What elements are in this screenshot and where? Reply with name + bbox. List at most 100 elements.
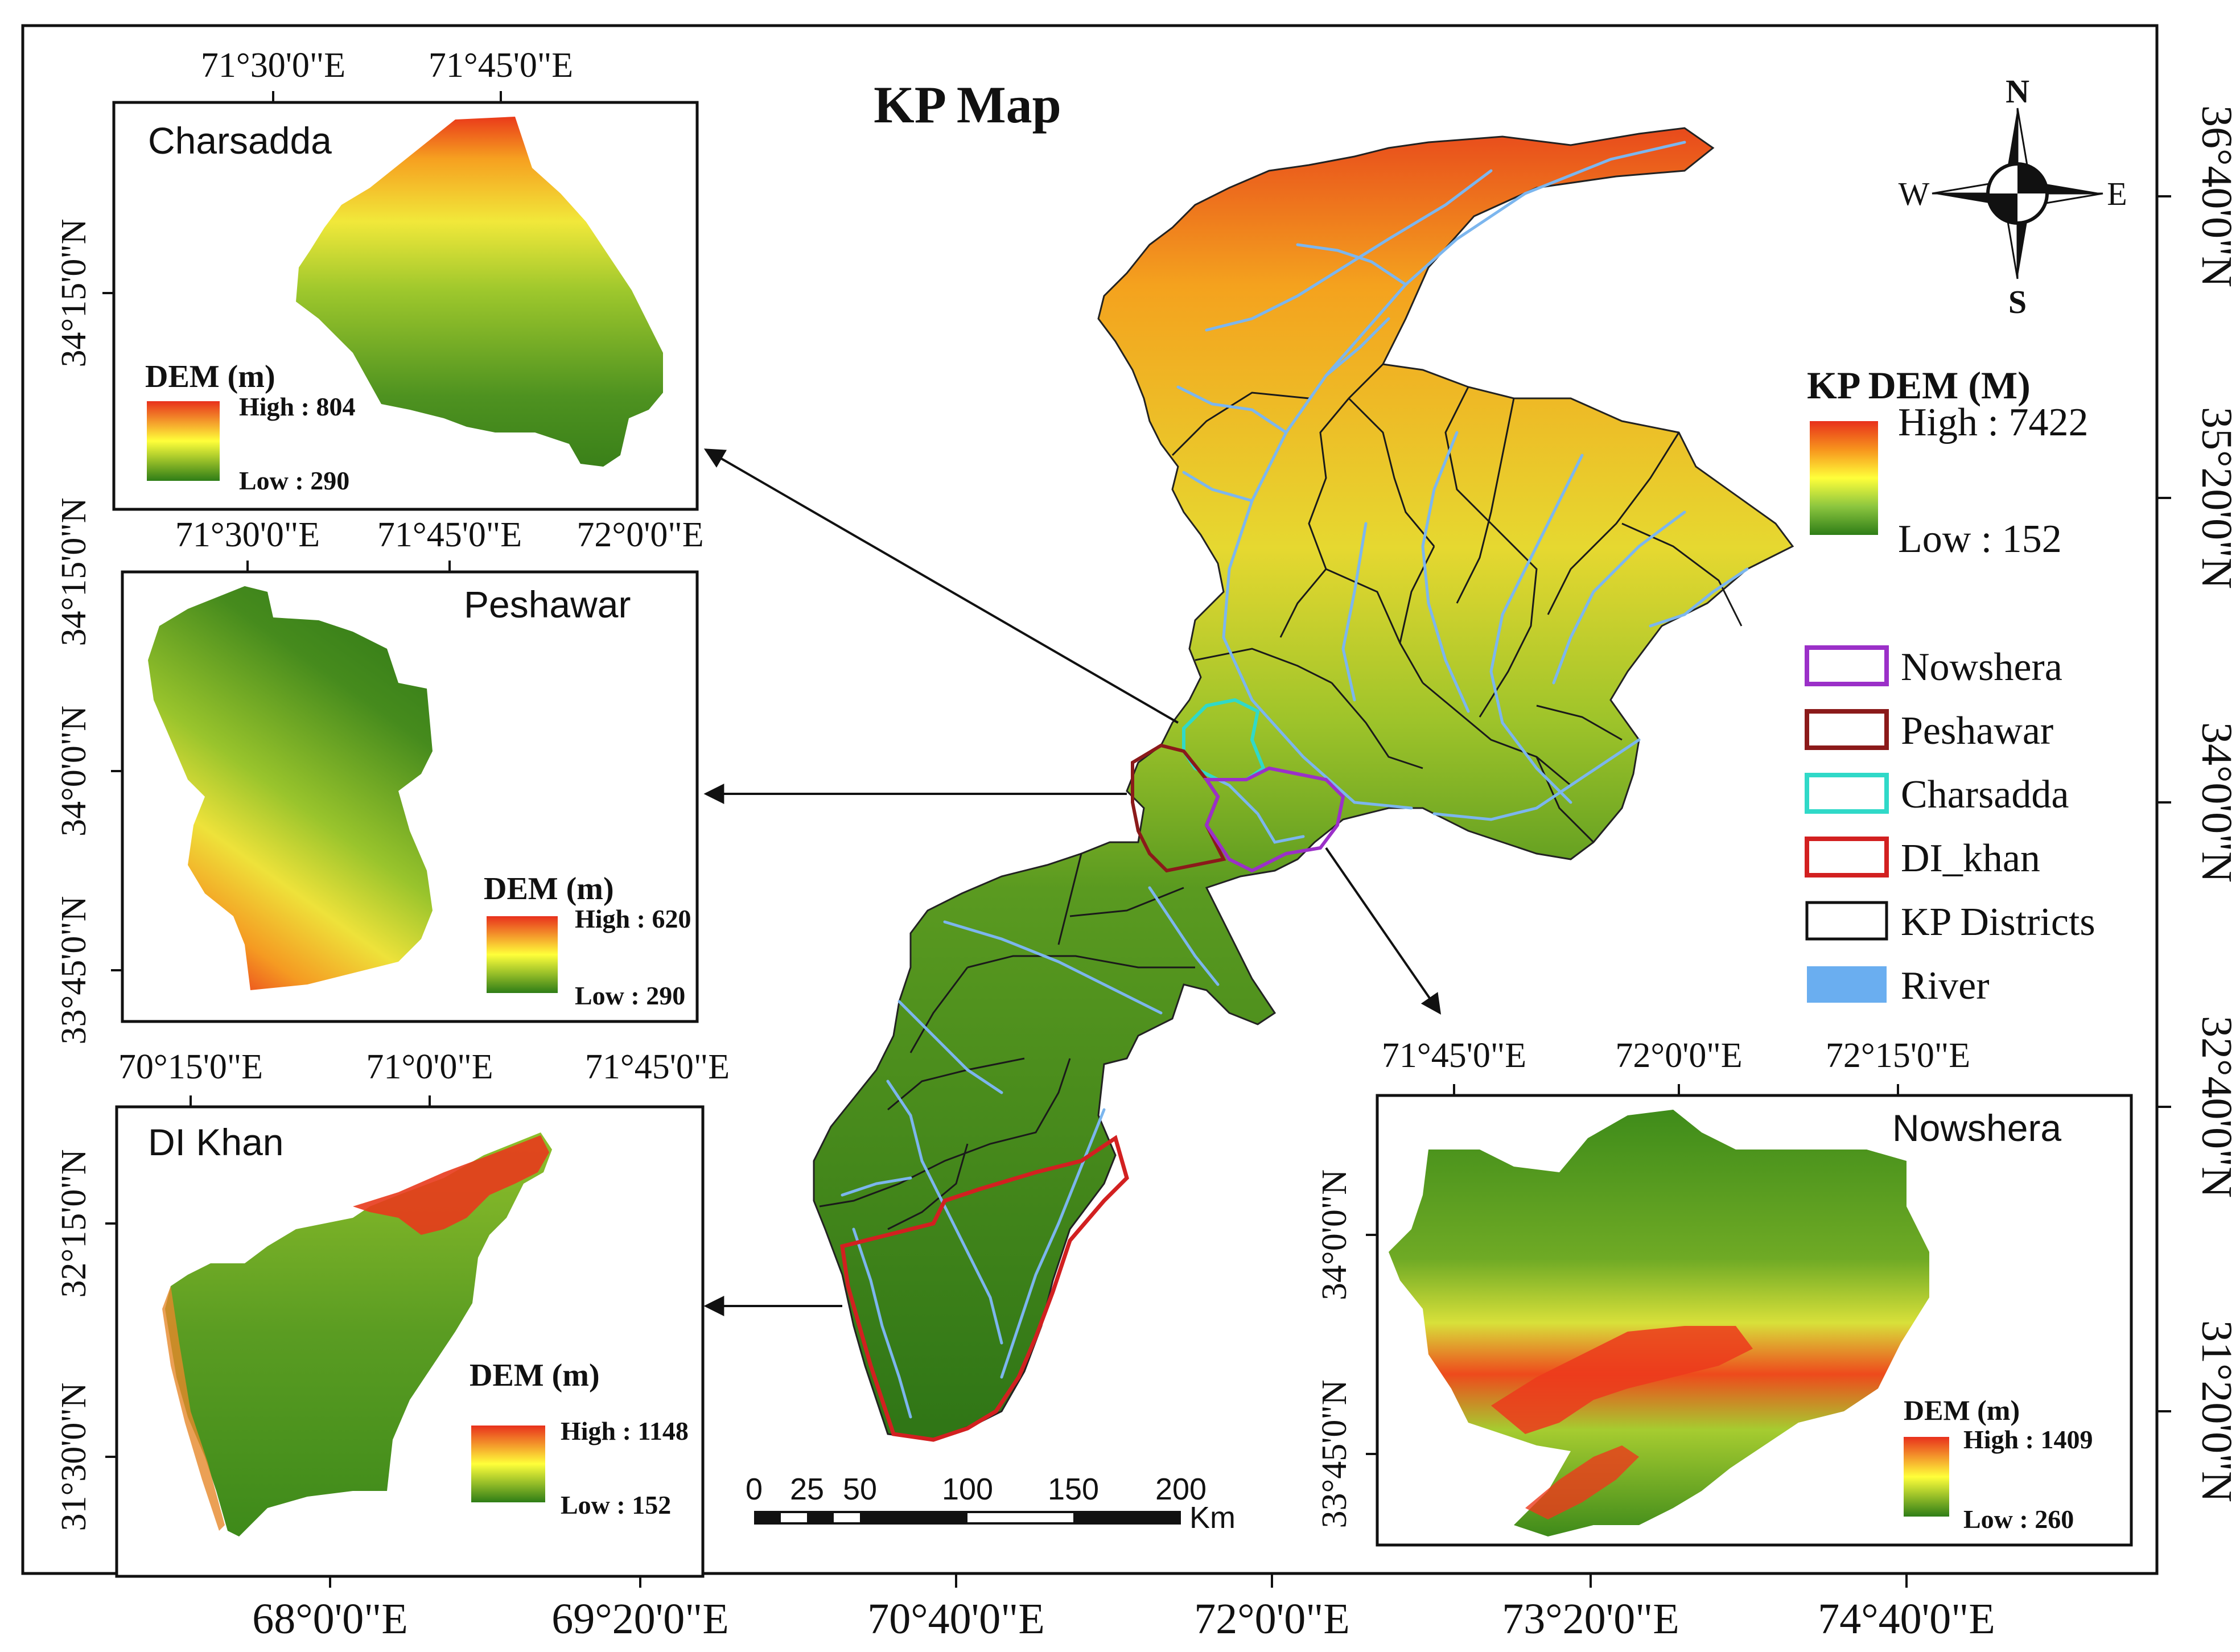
feature-legend: Nowshera Peshawar Charsadda DI_khan KP D…	[1805, 645, 2095, 1008]
legend-swatch-nowshera	[1805, 645, 1889, 686]
inset-left-tick: 31°30'0"N	[55, 1382, 93, 1531]
inset-left-tick: 33°45'0"N	[55, 896, 93, 1044]
inset-low-label: Low : 290	[239, 466, 349, 495]
peshawar-dem-shape	[148, 586, 433, 990]
district-boundaries	[819, 363, 1743, 1230]
scale-unit: Km	[1189, 1501, 1236, 1535]
inset-name: DI Khan	[148, 1121, 283, 1163]
inset-colorbar	[1904, 1437, 1949, 1517]
legend-label-charsadda: Charsadda	[1901, 773, 2069, 817]
charsadda-dem-shape	[296, 117, 663, 467]
inset-left-tick: 32°15'0"N	[55, 1149, 93, 1297]
legend-swatch-charsadda	[1805, 773, 1889, 814]
west-label: W	[1899, 175, 1930, 212]
dikhan-high-ridge	[353, 1135, 549, 1235]
nowshera-outline	[1203, 766, 1345, 873]
legend-label-dikhan: DI_khan	[1901, 837, 2040, 880]
inset-high-label: High : 1148	[561, 1416, 689, 1445]
dem-legend-title: KP DEM (M)	[1807, 364, 2031, 407]
inset-dem-title: DEM (m)	[145, 359, 275, 394]
bottom-tick-label: 69°20'0"E	[551, 1595, 729, 1643]
peshawar-outline	[1131, 743, 1226, 873]
dikhan-edge-strip	[162, 1286, 225, 1531]
legend-label-river: River	[1901, 964, 1990, 1008]
scale-label: 100	[942, 1472, 993, 1506]
right-tick-label: 31°20'0"N	[2193, 1320, 2240, 1502]
inset-left-tick: 34°0'0"N	[55, 706, 93, 837]
arrow-to-nowshera	[1325, 847, 1442, 1015]
dem-low-label: Low : 152	[1898, 517, 2062, 561]
inset-low-label: Low : 152	[561, 1490, 671, 1519]
bottom-tick-label: 73°20'0"E	[1502, 1595, 1679, 1643]
bottom-tick-label: 68°0'0"E	[252, 1595, 408, 1643]
scale-label: 25	[790, 1472, 824, 1506]
scale-label: 50	[843, 1472, 877, 1506]
inset-high-label: High : 1409	[1963, 1425, 2093, 1454]
dem-high-label: High : 7422	[1898, 401, 2088, 444]
legend-label-nowshera: Nowshera	[1901, 645, 2062, 689]
inset-colorbar	[471, 1426, 545, 1502]
legend-swatch-districts	[1805, 901, 1888, 941]
scale-label: 150	[1048, 1472, 1099, 1506]
inset-top-tick: 72°15'0"E	[1826, 1036, 1970, 1075]
right-tick-label: 32°40'0"N	[2193, 1016, 2240, 1198]
legend-swatch-peshawar	[1805, 709, 1889, 750]
kp-main-map	[813, 127, 1794, 1442]
inset-dem-title: DEM (m)	[484, 871, 614, 907]
inset-peshawar: 71°30'0"E 71°45'0"E 72°0'0"E 34°15'0"N 3…	[55, 497, 704, 1044]
inset-high-label: High : 620	[575, 904, 691, 933]
inset-charsadda: 71°30'0"E 71°45'0"E 34°15'0"N Charsadda …	[55, 46, 699, 511]
inset-name: Charsadda	[148, 120, 332, 162]
scale-label: 200	[1155, 1472, 1207, 1506]
inset-top-tick: 71°30'0"E	[175, 516, 320, 554]
nowshera-high-ridge	[1491, 1326, 1753, 1434]
inset-colorbar	[487, 916, 558, 993]
inset-top-tick: 71°45'0"E	[429, 46, 573, 85]
main-map-title: KP Map	[874, 76, 1061, 134]
inset-left-tick: 34°15'0"N	[55, 497, 93, 646]
inset-top-tick: 71°45'0"E	[585, 1048, 730, 1086]
north-arrow-icon: N S E W	[1899, 73, 2127, 320]
inset-high-label: High : 804	[239, 392, 355, 421]
dikhan-dem-shape	[165, 1132, 552, 1536]
inset-top-tick: 72°0'0"E	[577, 516, 703, 554]
arrow-to-charsadda	[703, 448, 1179, 724]
inset-dem-title: DEM (m)	[470, 1358, 600, 1393]
main-bottom-axis: 68°0'0"E 69°20'0"E 70°40'0"E 72°0'0"E 73…	[252, 1573, 1995, 1643]
legend-label-peshawar: Peshawar	[1901, 709, 2053, 753]
inset-name: Nowshera	[1892, 1107, 2061, 1149]
kp-dem-legend: KP DEM (M) High : 7422 Low : 152	[1807, 364, 2088, 561]
inset-name: Peshawar	[464, 583, 631, 625]
inset-left-tick: 34°0'0"N	[1315, 1169, 1354, 1300]
inset-left-tick: 34°15'0"N	[55, 219, 93, 367]
dem-colorbar	[1810, 421, 1878, 535]
nowshera-south-ridge	[1525, 1445, 1639, 1519]
inset-dem-title: DEM (m)	[1904, 1394, 2020, 1426]
inset-top-tick: 71°30'0"E	[201, 46, 345, 85]
inset-top-tick: 71°45'0"E	[377, 516, 522, 554]
legend-label-districts: KP Districts	[1901, 900, 2095, 944]
right-tick-label: 34°0'0"N	[2193, 722, 2240, 883]
bottom-tick-label: 74°40'0"E	[1818, 1595, 1995, 1643]
south-label: S	[2008, 283, 2027, 320]
east-label: E	[2107, 175, 2127, 212]
inset-top-tick: 71°0'0"E	[366, 1048, 493, 1086]
inset-left-tick: 33°45'0"N	[1315, 1379, 1354, 1528]
river-network	[841, 141, 1749, 1419]
right-tick-label: 36°40'0"N	[2193, 105, 2240, 287]
right-tick-label: 35°20'0"N	[2193, 407, 2240, 589]
dikhan-outline	[840, 1135, 1129, 1442]
north-label: N	[2006, 73, 2029, 110]
inset-top-tick: 72°0'0"E	[1615, 1036, 1742, 1075]
scale-label: 0	[746, 1472, 763, 1506]
legend-swatch-river	[1807, 966, 1887, 1003]
legend-swatch-dikhan	[1805, 837, 1889, 878]
inset-top-tick: 71°45'0"E	[1382, 1036, 1526, 1075]
main-right-axis: 36°40'0"N 35°20'0"N 34°0'0"N 32°40'0"N 3…	[2157, 105, 2240, 1502]
inset-top-tick: 70°15'0"E	[118, 1048, 263, 1086]
inset-nowshera: 71°45'0"E 72°0'0"E 72°15'0"E 34°0'0"N 33…	[1315, 1036, 2133, 1547]
inset-low-label: Low : 260	[1963, 1505, 2074, 1534]
inset-colorbar	[147, 401, 220, 481]
bottom-tick-label: 72°0'0"E	[1194, 1595, 1350, 1643]
